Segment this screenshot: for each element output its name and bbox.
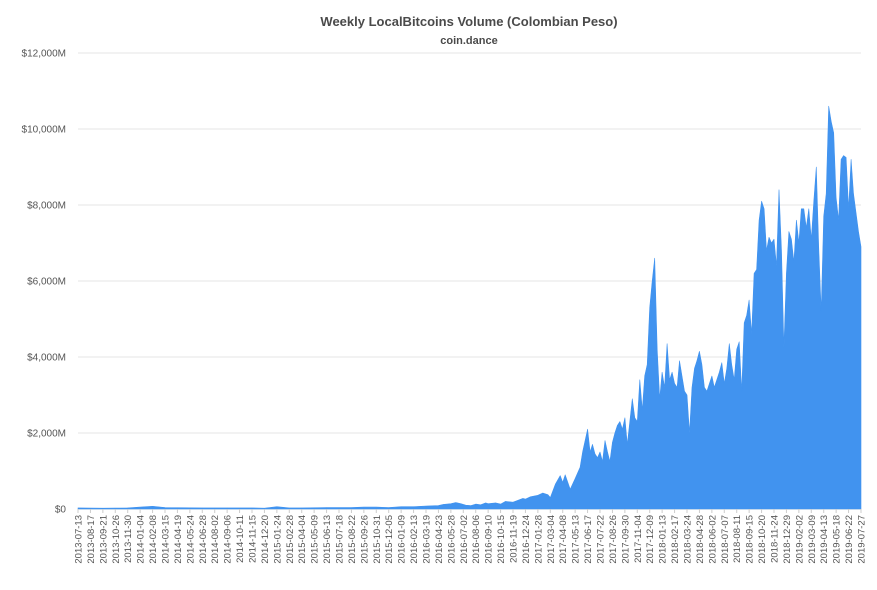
x-tick-label: 2018-09-15 <box>745 515 756 564</box>
x-tick-label: 2013-10-26 <box>111 515 122 564</box>
x-tick-label: 2015-05-09 <box>310 515 321 564</box>
x-tick-label: 2016-07-02 <box>459 515 470 564</box>
x-tick-label: 2018-03-24 <box>683 515 694 564</box>
x-tick-label: 2019-02-02 <box>794 515 805 564</box>
x-tick-label: 2015-09-26 <box>359 515 370 564</box>
x-tick-label: 2016-08-06 <box>471 515 482 564</box>
x-tick-label: 2016-09-10 <box>484 515 495 564</box>
x-tick-label: 2017-01-28 <box>533 515 544 564</box>
x-tick-label: 2015-02-28 <box>285 515 296 564</box>
y-tick-label: $2,000M <box>27 429 66 440</box>
x-tick-label: 2014-10-11 <box>235 515 246 563</box>
x-tick-label: 2019-04-13 <box>819 515 830 564</box>
x-tick-label: 2016-12-24 <box>521 515 532 564</box>
x-tick-label: 2018-04-28 <box>695 515 706 564</box>
y-tick-label: $0 <box>55 505 67 516</box>
x-tick-label: 2017-08-26 <box>608 515 619 564</box>
x-tick-label: 2018-08-11 <box>732 515 743 563</box>
x-tick-label: 2014-12-20 <box>260 515 271 564</box>
x-tick-label: 2017-03-04 <box>546 515 557 564</box>
x-tick-label: 2014-01-04 <box>136 515 147 564</box>
x-tick-label: 2016-04-23 <box>434 515 445 564</box>
x-tick-label: 2013-08-17 <box>86 515 97 564</box>
x-tick-label: 2014-02-08 <box>148 515 159 564</box>
x-tick-label: 2019-07-27 <box>857 515 868 564</box>
x-tick-label: 2017-11-04 <box>633 515 644 563</box>
x-tick-label: 2018-07-07 <box>720 515 731 564</box>
x-tick-label: 2015-10-31 <box>372 515 383 564</box>
x-tick-label: 2017-07-22 <box>596 515 607 564</box>
y-tick-label: $4,000M <box>27 353 66 364</box>
x-tick-label: 2013-07-13 <box>74 515 85 564</box>
x-tick-label: 2014-04-19 <box>173 515 184 564</box>
x-tick-label: 2018-12-29 <box>782 515 793 564</box>
x-tick-label: 2015-01-24 <box>272 515 283 564</box>
x-tick-label: 2015-06-13 <box>322 515 333 564</box>
x-tick-label: 2015-04-04 <box>297 515 308 564</box>
x-tick-label: 2014-11-15 <box>248 515 259 563</box>
chart-subtitle: coin.dance <box>440 35 497 47</box>
x-tick-label: 2017-06-17 <box>583 515 594 564</box>
y-tick-label: $12,000M <box>22 49 66 60</box>
y-tick-label: $10,000M <box>22 125 66 136</box>
x-tick-label: 2015-07-18 <box>335 515 346 564</box>
x-tick-label: 2019-06-22 <box>844 515 855 564</box>
series-layer <box>78 106 861 509</box>
x-tick-label: 2018-06-02 <box>707 515 718 564</box>
x-tick-label: 2019-05-18 <box>832 515 843 564</box>
x-tick-label: 2018-01-13 <box>658 515 669 564</box>
x-tick-label: 2016-10-15 <box>496 515 507 564</box>
x-tick-label: 2014-05-24 <box>185 515 196 564</box>
x-tick-label: 2016-05-28 <box>446 515 457 564</box>
x-tick-label: 2017-04-08 <box>558 515 569 564</box>
y-tick-label: $8,000M <box>27 201 66 212</box>
x-tick-label: 2016-03-19 <box>422 515 433 564</box>
x-tick-label: 2015-08-22 <box>347 515 358 564</box>
x-tick-label: 2018-11-24 <box>770 515 781 563</box>
x-tick-label: 2016-11-19 <box>509 515 520 563</box>
x-tick-label: 2019-03-09 <box>807 515 818 564</box>
x-tick-label: 2014-09-06 <box>223 515 234 564</box>
x-tick-label: 2017-05-13 <box>571 515 582 564</box>
x-tick-label: 2014-06-28 <box>198 515 209 564</box>
x-tick-label: 2014-08-02 <box>210 515 221 564</box>
chart-title: Weekly LocalBitcoins Volume (Colombian P… <box>320 14 617 29</box>
x-tick-label: 2015-12-05 <box>384 515 395 564</box>
x-tick-label: 2013-09-21 <box>98 515 109 564</box>
x-tick-label: 2017-12-09 <box>645 515 656 564</box>
y-tick-label: $6,000M <box>27 277 66 288</box>
x-tick-label: 2018-10-20 <box>757 515 768 564</box>
x-tick-label: 2018-02-17 <box>670 515 681 564</box>
x-tick-label: 2014-03-15 <box>161 515 172 564</box>
x-tick-label: 2016-02-13 <box>409 515 420 564</box>
y-axis-ticks: $0 $2,000M $4,000M $6,000M $8,000M $10,000M $1… <box>22 49 67 516</box>
series-area <box>78 106 861 509</box>
x-tick-label: 2016-01-09 <box>397 515 408 564</box>
x-tick-label: 2017-09-30 <box>620 515 631 564</box>
x-tick-label: 2013-11-30 <box>123 515 134 563</box>
